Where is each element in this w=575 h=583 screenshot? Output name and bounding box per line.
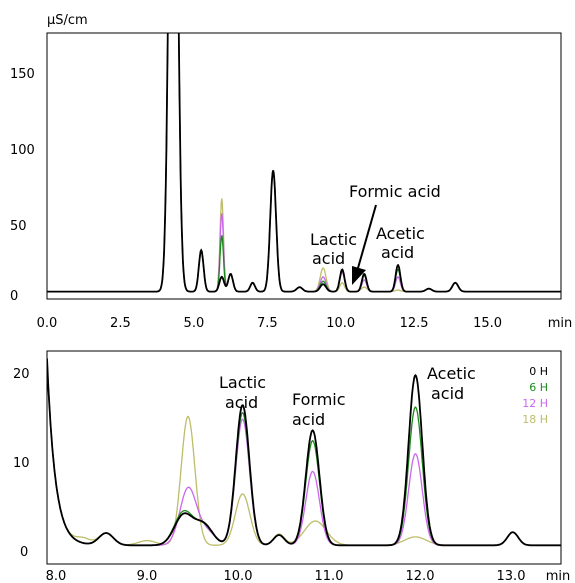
top-x-tick-5: 5.0 xyxy=(184,316,205,331)
bottom-x-axis: 8.0 9.0 10.0 11.0 12.0 13.0 min xyxy=(46,569,571,583)
bottom-y-tick-20: 20 xyxy=(13,367,30,382)
legend-entry-0h: 0 H xyxy=(529,365,548,378)
bottom-x-tick-11: 11.0 xyxy=(315,569,344,583)
top-x-tick-0: 0.0 xyxy=(37,316,58,331)
series-line-0h xyxy=(47,33,561,293)
top-x-tick-15: 15.0 xyxy=(473,316,502,331)
legend-entry-12h: 12 H xyxy=(522,397,548,410)
bottom-series-group xyxy=(47,358,561,547)
bottom-x-axis-unit: min xyxy=(546,569,571,583)
top-annotation-acetic-acid-word: acid xyxy=(381,243,414,262)
bottom-annotation-formic: Formic xyxy=(292,390,346,409)
bottom-annotation-acetic: Acetic xyxy=(427,364,476,383)
top-y-tick-0: 0 xyxy=(10,289,18,304)
series-line-12h xyxy=(47,33,561,293)
bottom-x-tick-9: 9.0 xyxy=(137,569,158,583)
series-line-18h xyxy=(47,33,561,293)
legend-entry-18h: 18 H xyxy=(522,413,548,426)
bottom-x-tick-10: 10.0 xyxy=(224,569,253,583)
top-y-axis-unit: µS/cm xyxy=(47,13,88,28)
legend-entry-6h: 6 H xyxy=(529,381,548,394)
series-line-0h xyxy=(47,358,561,547)
bottom-y-tick-10: 10 xyxy=(13,456,30,471)
top-x-axis-unit: min xyxy=(548,316,573,331)
top-plot-frame xyxy=(46,32,562,300)
top-x-tick-7-5: 7.5 xyxy=(257,316,278,331)
top-y-tick-100: 100 xyxy=(10,143,35,158)
top-annotation-lactic-acid-word: acid xyxy=(312,249,345,268)
bottom-y-tick-0: 0 xyxy=(20,545,28,560)
series-line-6h xyxy=(47,358,561,546)
legend: 0 H 6 H 12 H 18 H xyxy=(522,365,548,426)
top-y-tick-150: 150 xyxy=(10,67,35,82)
top-x-tick-10: 10.0 xyxy=(326,316,355,331)
bottom-plot-frame xyxy=(46,350,562,565)
series-line-18h xyxy=(47,358,561,546)
formic-arrow xyxy=(352,204,377,285)
bottom-annotation-lactic-acid-word: acid xyxy=(225,393,258,412)
bottom-y-axis: 0 10 20 xyxy=(13,367,30,560)
bottom-x-tick-13: 13.0 xyxy=(497,569,526,583)
series-line-12h xyxy=(47,358,561,546)
top-annotation-formic-acid: Formic acid xyxy=(349,182,441,201)
bottom-x-tick-12: 12.0 xyxy=(406,569,435,583)
bottom-annotation-lactic: Lactic xyxy=(219,373,266,392)
bottom-annotation-formic-acid-word: acid xyxy=(292,410,325,429)
top-x-tick-2-5: 2.5 xyxy=(110,316,131,331)
top-series-group xyxy=(47,33,561,293)
overview-chromatogram: µS/cm 0 50 100 150 0.0 2.5 5.0 7.5 10.0 … xyxy=(10,13,573,331)
top-annotation-acetic: Acetic xyxy=(376,224,425,243)
top-annotation-lactic: Lactic xyxy=(310,230,357,249)
top-x-axis: 0.0 2.5 5.0 7.5 10.0 12.5 15.0 min xyxy=(37,316,573,331)
top-x-tick-12-5: 12.5 xyxy=(400,316,429,331)
bottom-annotation-acetic-acid-word: acid xyxy=(431,384,464,403)
top-y-axis: 0 50 100 150 xyxy=(10,67,35,304)
top-y-tick-50: 50 xyxy=(10,219,27,234)
series-line-6h xyxy=(47,33,561,293)
zoomed-chromatogram: 0 10 20 8.0 9.0 10.0 11.0 12.0 13.0 min … xyxy=(13,350,571,583)
bottom-x-tick-8: 8.0 xyxy=(46,569,67,583)
